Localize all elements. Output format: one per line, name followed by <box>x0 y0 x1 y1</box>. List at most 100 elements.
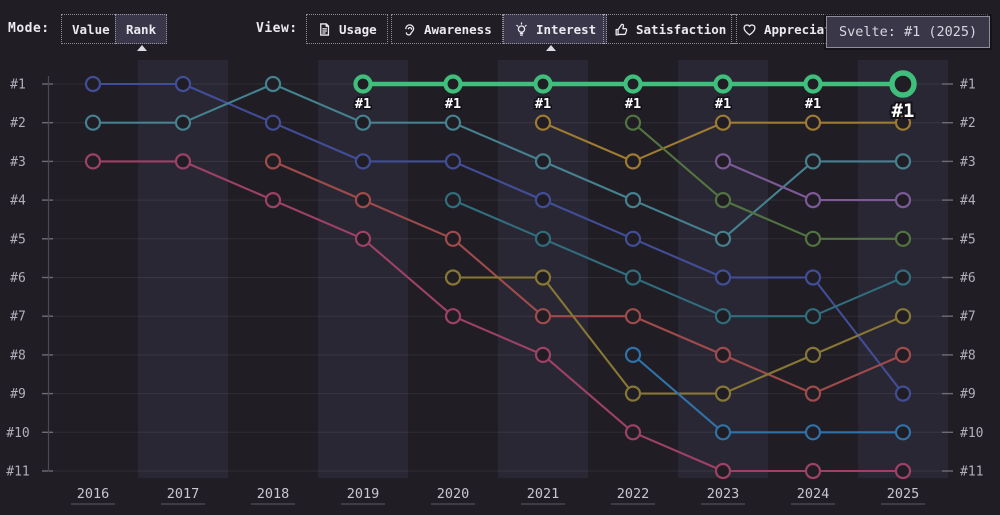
data-point-teal-2019[interactable] <box>354 114 372 131</box>
data-point-indigo-2025[interactable] <box>894 385 912 402</box>
view-awareness-label: Awareness <box>424 21 492 37</box>
data-point-olive-2025[interactable] <box>894 308 912 325</box>
data-point-indigo-2022[interactable] <box>624 230 642 247</box>
data-point-dark-green-2024[interactable] <box>804 230 822 247</box>
document-icon <box>320 22 330 36</box>
data-point-purple-2025[interactable] <box>894 192 912 209</box>
data-point-indigo-2017[interactable] <box>174 75 192 93</box>
data-point-steel-blue-2025[interactable] <box>894 424 912 441</box>
data-point-olive-2024[interactable] <box>804 346 822 363</box>
view-satisfaction-label: Satisfaction <box>636 21 727 37</box>
data-point-svelte-2023[interactable] <box>713 74 733 94</box>
data-point-brick-2024[interactable] <box>804 385 822 402</box>
data-point-indigo-2021[interactable] <box>534 192 552 209</box>
year-axis-label[interactable]: 2025 <box>887 486 920 502</box>
data-point-purple-2024[interactable] <box>804 192 822 209</box>
year-axis-label[interactable]: 2021 <box>527 486 560 502</box>
data-point-olive-2021[interactable] <box>534 269 552 286</box>
data-point-mustard-2021[interactable] <box>534 114 552 131</box>
data-point-brick-2019[interactable] <box>354 192 372 209</box>
data-point-brick-2018[interactable] <box>264 153 282 170</box>
data-point-dark-cyan-2022[interactable] <box>624 269 642 286</box>
data-point-olive-2022[interactable] <box>624 385 642 402</box>
data-point-indigo-2018[interactable] <box>264 114 282 131</box>
data-point-svelte-2025[interactable] <box>889 70 917 98</box>
data-point-indigo-2016[interactable] <box>84 75 102 93</box>
data-point-teal-2020[interactable] <box>444 114 462 131</box>
data-point-steel-blue-2023[interactable] <box>714 424 732 441</box>
data-point-steel-blue-2024[interactable] <box>804 424 822 441</box>
data-point-teal-2025[interactable] <box>894 153 912 170</box>
data-point-rose-2016[interactable] <box>84 153 102 170</box>
data-point-mustard-2025[interactable] <box>894 114 912 131</box>
data-point-rose-2017[interactable] <box>174 153 192 170</box>
rank-axis-label-left: #11 <box>6 465 29 480</box>
year-axis-label[interactable]: 2018 <box>257 486 290 502</box>
data-point-rose-2020[interactable] <box>444 308 462 325</box>
view-satisfaction-button[interactable]: Satisfaction <box>603 14 738 44</box>
data-point-rose-2022[interactable] <box>624 424 642 441</box>
point-rank-label: #1 <box>535 96 551 112</box>
rank-axis-label-left: #10 <box>6 426 29 441</box>
data-point-mustard-2024[interactable] <box>804 114 822 131</box>
data-point-dark-cyan-2024[interactable] <box>804 308 822 325</box>
rank-axis-label-right: #5 <box>960 232 976 247</box>
data-point-teal-2022[interactable] <box>624 192 642 209</box>
year-axis-label[interactable]: 2020 <box>437 486 470 502</box>
data-point-steel-blue-2022[interactable] <box>624 346 642 363</box>
year-axis-label[interactable]: 2023 <box>707 486 740 502</box>
rank-axis-label-left: #5 <box>10 232 26 247</box>
data-point-dark-green-2022[interactable] <box>624 114 642 131</box>
view-awareness-button[interactable]: Awareness <box>391 14 503 44</box>
data-point-dark-green-2023[interactable] <box>714 192 732 209</box>
data-point-dark-cyan-2021[interactable] <box>534 230 552 247</box>
data-point-teal-2023[interactable] <box>714 230 732 247</box>
mode-rank-button[interactable]: Rank <box>115 14 168 44</box>
data-point-brick-2020[interactable] <box>444 230 462 247</box>
data-point-rose-2018[interactable] <box>264 192 282 209</box>
data-point-olive-2023[interactable] <box>714 385 732 402</box>
data-point-rose-2021[interactable] <box>534 346 552 363</box>
data-point-teal-2017[interactable] <box>174 114 192 131</box>
data-point-svelte-2020[interactable] <box>443 74 463 94</box>
data-point-rose-2024[interactable] <box>804 462 822 480</box>
data-point-teal-2021[interactable] <box>534 153 552 170</box>
data-point-brick-2023[interactable] <box>714 346 732 363</box>
year-axis-label[interactable]: 2019 <box>347 486 380 502</box>
data-point-indigo-2019[interactable] <box>354 153 372 170</box>
data-point-dark-cyan-2023[interactable] <box>714 308 732 325</box>
data-point-dark-cyan-2020[interactable] <box>444 192 462 209</box>
data-point-mustard-2022[interactable] <box>624 153 642 170</box>
mode-value-button[interactable]: Value <box>61 14 121 44</box>
data-point-indigo-2020[interactable] <box>444 153 462 170</box>
data-point-rose-2019[interactable] <box>354 230 372 247</box>
data-point-rose-2023[interactable] <box>714 462 732 480</box>
data-point-rose-2025[interactable] <box>894 462 912 480</box>
data-point-indigo-2023[interactable] <box>714 269 732 286</box>
data-point-mustard-2023[interactable] <box>714 114 732 131</box>
view-usage-button[interactable]: Usage <box>306 14 388 44</box>
data-point-teal-2016[interactable] <box>84 114 102 131</box>
data-point-svelte-2021[interactable] <box>533 74 553 94</box>
thumbs-up-icon <box>615 23 628 36</box>
year-axis-label[interactable]: 2016 <box>77 486 110 502</box>
data-point-svelte-2024[interactable] <box>803 74 823 94</box>
data-point-svelte-2022[interactable] <box>623 74 643 94</box>
data-point-brick-2022[interactable] <box>624 308 642 325</box>
view-interest-button[interactable]: Interest <box>503 14 608 44</box>
year-axis-label[interactable]: 2024 <box>797 486 830 502</box>
data-point-teal-2018[interactable] <box>264 75 282 93</box>
data-point-olive-2020[interactable] <box>444 269 462 286</box>
year-axis-label[interactable]: 2017 <box>167 486 200 502</box>
data-point-brick-2025[interactable] <box>894 346 912 363</box>
data-point-dark-cyan-2025[interactable] <box>894 269 912 286</box>
data-point-dark-green-2025[interactable] <box>894 230 912 247</box>
data-point-svelte-2019[interactable] <box>353 74 373 94</box>
data-point-indigo-2024[interactable] <box>804 269 822 286</box>
point-rank-label: #1 <box>625 96 641 112</box>
data-point-teal-2024[interactable] <box>804 153 822 170</box>
data-point-brick-2021[interactable] <box>534 308 552 325</box>
data-point-purple-2023[interactable] <box>714 153 732 170</box>
year-axis-label[interactable]: 2022 <box>617 486 650 502</box>
